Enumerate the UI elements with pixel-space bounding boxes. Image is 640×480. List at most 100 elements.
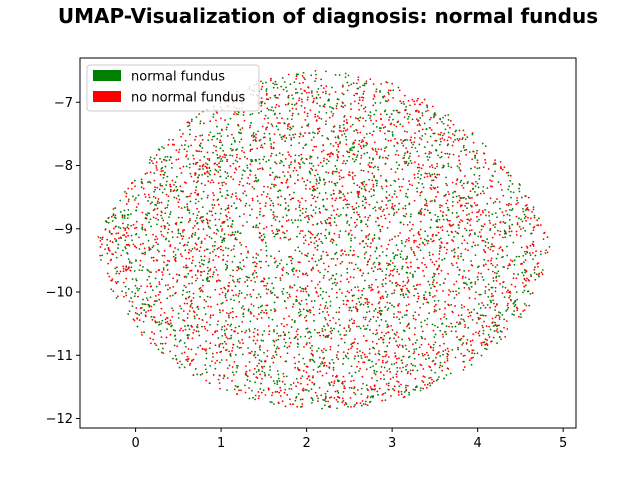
point-no-normal-fundus [387, 99, 390, 102]
point-normal-fundus [338, 126, 341, 129]
point-normal-fundus [269, 290, 272, 293]
point-normal-fundus [533, 214, 536, 217]
point-no-normal-fundus [410, 162, 413, 165]
point-normal-fundus [322, 398, 325, 401]
point-no-normal-fundus [393, 316, 395, 319]
point-no-normal-fundus [537, 262, 540, 264]
point-normal-fundus [189, 219, 191, 222]
point-no-normal-fundus [348, 151, 351, 154]
point-no-normal-fundus [197, 228, 200, 231]
point-no-normal-fundus [152, 233, 154, 236]
point-normal-fundus [225, 268, 227, 271]
point-normal-fundus [221, 181, 224, 184]
point-normal-fundus [306, 255, 309, 257]
point-no-normal-fundus [263, 278, 266, 281]
point-normal-fundus [373, 372, 376, 374]
point-normal-fundus [387, 200, 390, 202]
point-normal-fundus [485, 214, 487, 217]
point-normal-fundus [492, 279, 495, 282]
point-normal-fundus [417, 170, 420, 172]
point-normal-fundus [296, 91, 299, 94]
point-no-normal-fundus [421, 114, 424, 117]
point-no-normal-fundus [398, 344, 401, 346]
point-no-normal-fundus [515, 277, 518, 280]
point-no-normal-fundus [375, 120, 378, 122]
point-no-normal-fundus [524, 215, 527, 218]
point-no-normal-fundus [278, 262, 281, 265]
point-no-normal-fundus [356, 184, 359, 187]
point-no-normal-fundus [191, 259, 194, 262]
point-normal-fundus [350, 239, 353, 242]
point-no-normal-fundus [394, 352, 396, 355]
point-no-normal-fundus [192, 227, 195, 229]
point-no-normal-fundus [366, 301, 369, 303]
point-normal-fundus [147, 181, 149, 184]
point-no-normal-fundus [343, 120, 346, 123]
point-normal-fundus [377, 168, 380, 171]
point-no-normal-fundus [315, 169, 317, 172]
point-no-normal-fundus [190, 324, 193, 327]
point-no-normal-fundus [472, 333, 475, 336]
point-normal-fundus [410, 228, 413, 230]
point-no-normal-fundus [245, 370, 248, 373]
point-no-normal-fundus [338, 306, 341, 309]
point-normal-fundus [342, 391, 345, 393]
point-no-normal-fundus [378, 254, 381, 257]
point-no-normal-fundus [218, 218, 221, 221]
point-no-normal-fundus [189, 218, 191, 220]
point-no-normal-fundus [358, 143, 360, 146]
point-no-normal-fundus [309, 231, 312, 234]
point-normal-fundus [412, 143, 415, 146]
point-no-normal-fundus [322, 149, 325, 152]
point-normal-fundus [202, 263, 205, 266]
point-normal-fundus [289, 176, 292, 178]
point-no-normal-fundus [543, 232, 545, 235]
point-no-normal-fundus [196, 277, 199, 280]
point-no-normal-fundus [337, 145, 340, 148]
point-normal-fundus [487, 242, 490, 244]
point-normal-fundus [282, 293, 284, 295]
point-normal-fundus [494, 226, 496, 229]
point-normal-fundus [372, 346, 374, 349]
point-no-normal-fundus [307, 243, 310, 246]
point-normal-fundus [381, 270, 384, 273]
point-normal-fundus [471, 188, 474, 190]
point-no-normal-fundus [243, 119, 246, 122]
point-no-normal-fundus [264, 202, 267, 205]
point-no-normal-fundus [332, 368, 335, 371]
point-no-normal-fundus [345, 121, 348, 124]
point-normal-fundus [392, 89, 395, 92]
point-normal-fundus [314, 260, 317, 263]
point-normal-fundus [453, 251, 456, 254]
point-normal-fundus [323, 274, 325, 277]
point-normal-fundus [359, 162, 362, 165]
point-no-normal-fundus [424, 263, 426, 266]
point-normal-fundus [311, 358, 314, 361]
point-normal-fundus [452, 191, 454, 194]
point-normal-fundus [269, 365, 271, 368]
point-no-normal-fundus [151, 331, 153, 333]
point-no-normal-fundus [469, 314, 472, 317]
point-no-normal-fundus [435, 289, 438, 292]
point-no-normal-fundus [223, 286, 226, 289]
point-no-normal-fundus [302, 236, 305, 238]
point-normal-fundus [309, 236, 312, 239]
point-normal-fundus [503, 318, 506, 321]
point-normal-fundus [393, 265, 396, 268]
point-no-normal-fundus [405, 384, 407, 387]
point-normal-fundus [354, 286, 357, 289]
point-normal-fundus [492, 325, 495, 327]
point-normal-fundus [312, 399, 314, 402]
point-no-normal-fundus [398, 302, 400, 305]
point-no-normal-fundus [364, 302, 367, 304]
point-normal-fundus [260, 339, 263, 342]
point-no-normal-fundus [355, 402, 358, 405]
point-normal-fundus [514, 299, 517, 302]
point-normal-fundus [529, 254, 532, 257]
point-normal-fundus [374, 102, 377, 104]
point-normal-fundus [522, 254, 525, 257]
point-no-normal-fundus [224, 208, 227, 211]
point-normal-fundus [428, 211, 431, 214]
point-no-normal-fundus [328, 278, 331, 281]
point-no-normal-fundus [515, 233, 518, 236]
